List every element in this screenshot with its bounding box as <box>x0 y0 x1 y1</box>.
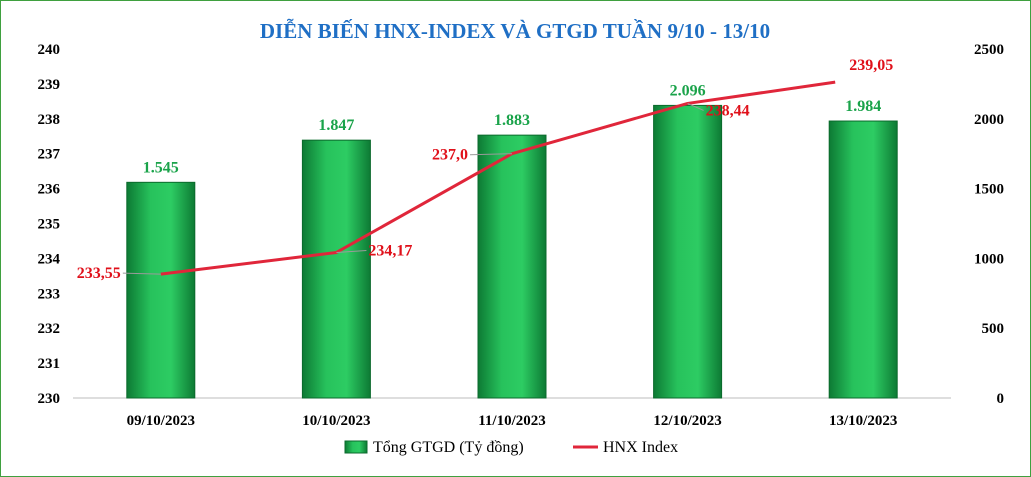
leader-line <box>687 102 704 111</box>
bar <box>828 120 898 399</box>
bar <box>301 139 371 399</box>
bars <box>126 104 898 399</box>
x-tick-label: 13/10/2023 <box>829 413 897 429</box>
x-tick-label: 12/10/2023 <box>653 413 721 429</box>
y-left-tick-label: 237 <box>38 147 61 163</box>
line-value-label: 238,44 <box>706 102 750 119</box>
x-tick-label: 09/10/2023 <box>127 413 195 429</box>
chart-title: DIỄN BIẾN HNX-INDEX VÀ GTGD TUẦN 9/10 - … <box>260 18 770 43</box>
legend: Tổng GTGD (Tỷ đồng) HNX Index <box>344 439 678 456</box>
axes: 230 231 232 233 234 235 236 237 238 239 240 0 500 100… <box>38 42 1005 429</box>
leader-line <box>469 153 513 156</box>
line-value-label: 239,05 <box>849 57 893 74</box>
y-right-tick-label: 2000 <box>974 112 1004 128</box>
y-left-tick-label: 235 <box>38 217 61 233</box>
line-value-label: 237,0 <box>432 147 468 164</box>
y-left-tick-label: 230 <box>38 391 61 407</box>
y-left-tick-label: 236 <box>38 182 61 198</box>
y-right-tick-label: 1000 <box>974 251 1004 267</box>
legend-bar-label: Tổng GTGD (Tỷ đồng) <box>373 439 524 456</box>
line-value-label: 233,55 <box>77 265 121 282</box>
y-left-tick-label: 233 <box>38 286 61 302</box>
bar-value-label: 1.883 <box>494 112 530 129</box>
bar-value-label: 1.545 <box>143 159 179 176</box>
y-right-tick-label: 2500 <box>974 42 1004 58</box>
y-left-tick-label: 234 <box>38 251 61 267</box>
y-left-tick-label: 238 <box>38 112 61 128</box>
x-tick-label: 11/10/2023 <box>478 413 546 429</box>
bar <box>653 104 723 399</box>
bar-value-label: 1.847 <box>318 117 354 134</box>
bar-value-label: 2.096 <box>670 82 706 99</box>
y-right-tick-label: 0 <box>997 391 1005 407</box>
bar-value-label: 1.984 <box>845 98 881 115</box>
y-left-tick-label: 240 <box>38 42 61 58</box>
y-right-tick-label: 1500 <box>974 182 1004 198</box>
leader-line <box>336 249 367 253</box>
y-left-tick-label: 239 <box>38 77 61 93</box>
y-left-tick-label: 231 <box>38 356 61 372</box>
y-left-tick-label: 232 <box>38 321 61 337</box>
x-tick-label: 10/10/2023 <box>302 413 370 429</box>
line-series <box>122 80 836 276</box>
legend-bar-swatch <box>344 440 368 454</box>
line-value-label: 234,17 <box>368 242 412 259</box>
data-labels: 1.545 1.847 1.883 2.096 1.984 233,55 234,17 237… <box>77 57 893 282</box>
legend-line-label: HNX Index <box>603 439 678 456</box>
bar <box>126 181 196 399</box>
y-right-tick-label: 500 <box>982 321 1005 337</box>
leader-line <box>122 272 161 275</box>
bar <box>477 134 547 399</box>
